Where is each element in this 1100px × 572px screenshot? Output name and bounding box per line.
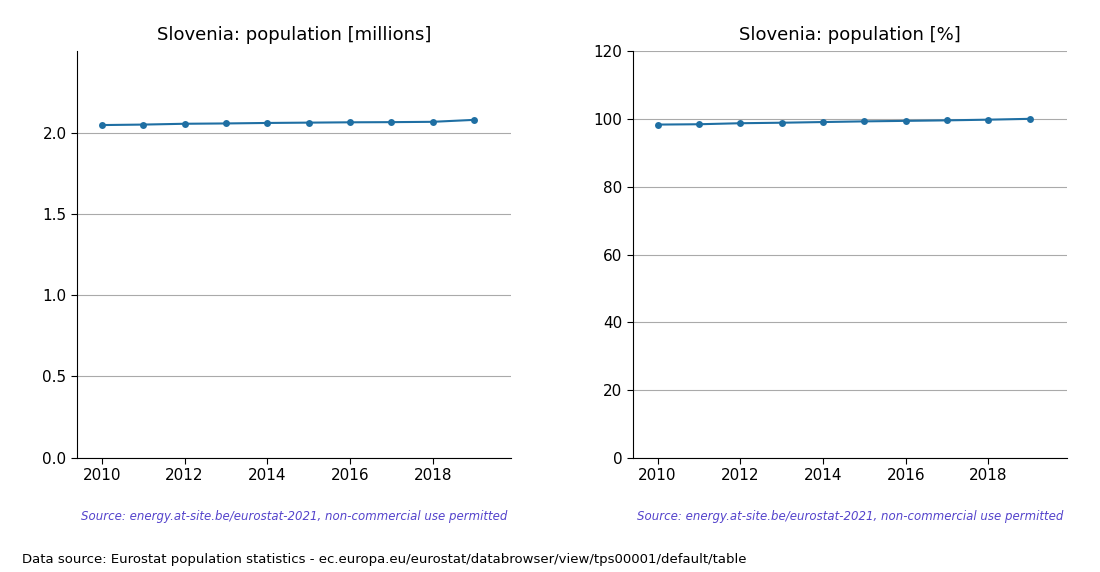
Text: Source: energy.at-site.be/eurostat-2021, non-commercial use permitted: Source: energy.at-site.be/eurostat-2021,… xyxy=(81,510,507,523)
Text: Source: energy.at-site.be/eurostat-2021, non-commercial use permitted: Source: energy.at-site.be/eurostat-2021,… xyxy=(637,510,1063,523)
Title: Slovenia: population [%]: Slovenia: population [%] xyxy=(739,26,960,45)
Title: Slovenia: population [millions]: Slovenia: population [millions] xyxy=(157,26,431,45)
Text: Data source: Eurostat population statistics - ec.europa.eu/eurostat/databrowser/: Data source: Eurostat population statist… xyxy=(22,553,747,566)
